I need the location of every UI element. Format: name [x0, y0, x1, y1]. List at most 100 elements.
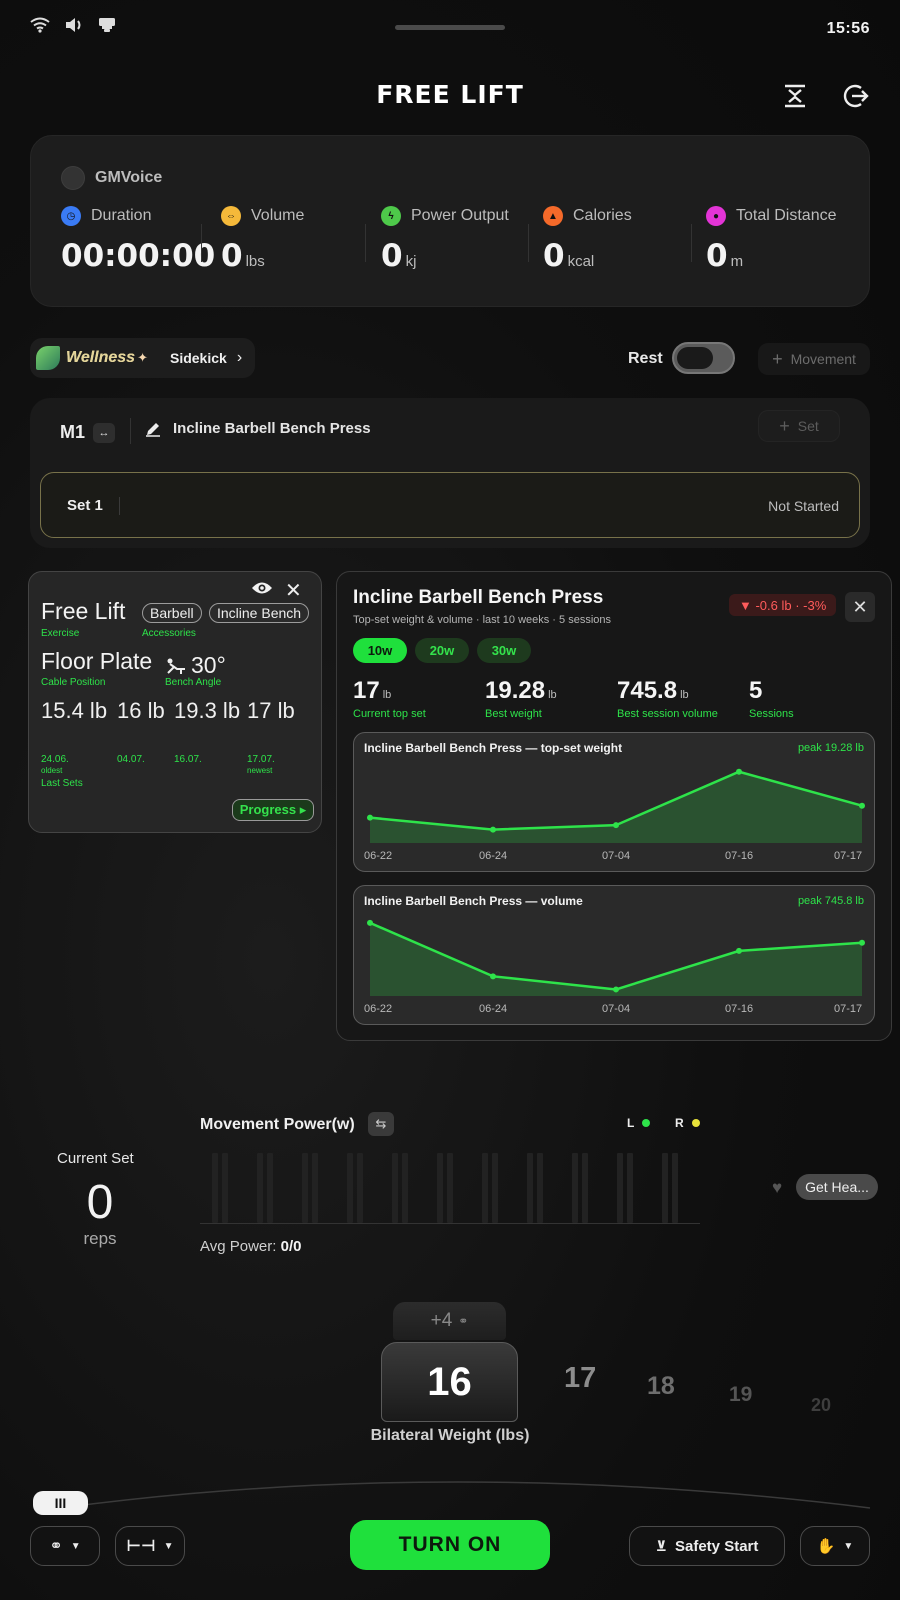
chart-area: [370, 771, 862, 843]
chart-point: [613, 822, 619, 829]
mode-dropdown[interactable]: ✋ ▼: [800, 1526, 870, 1566]
dumbbell-icon: ⊢⊣: [126, 1538, 156, 1555]
collapse-button[interactable]: [779, 80, 811, 112]
legend-left-label: L: [627, 1116, 635, 1130]
rest-toggle[interactable]: [672, 342, 735, 374]
chart-point: [490, 826, 496, 833]
power-bar: [627, 1153, 633, 1223]
accessory-chip[interactable]: Barbell: [142, 603, 202, 623]
swap-view-button[interactable]: ⇆: [368, 1112, 394, 1136]
drawer-handle[interactable]: III: [33, 1491, 88, 1515]
swap-arrows-icon[interactable]: ↔: [93, 422, 116, 443]
divider: [130, 418, 131, 444]
chart-peak: peak 745.8 lb: [797, 895, 864, 907]
stat-unit: kj: [405, 253, 417, 270]
power-bar: [492, 1153, 498, 1223]
range-tab-20w[interactable]: 20w: [415, 638, 469, 663]
kpi-value: 17: [353, 677, 380, 704]
stat-unit: kcal: [567, 253, 595, 270]
increment-label: +4: [430, 1310, 453, 1331]
turn-on-button[interactable]: TURN ON: [350, 1520, 550, 1570]
chart-point: [859, 939, 865, 946]
kpi-best-weight: 19.28 lb Best weight: [485, 677, 557, 720]
stat-volume: ⇔ Volume 0 lbs: [221, 206, 381, 274]
notification-icon: [99, 18, 115, 32]
wellness-sidekick-button[interactable]: Wellness ✦ Sidekick ›: [30, 338, 255, 378]
session-stats-card: GMVoice ◷ Duration 00:00:00 ⇔ Volume 0 lbs …: [30, 135, 870, 307]
x-tick-label: 06-22: [364, 850, 392, 862]
get-health-button[interactable]: Get Hea...: [796, 1174, 878, 1200]
top-handle[interactable]: [395, 25, 505, 30]
range-tab-30w[interactable]: 30w: [477, 638, 531, 663]
swap-icon: ⇆: [375, 1116, 387, 1131]
x-tick-label: 07-04: [602, 1003, 630, 1015]
plus-icon: +: [779, 415, 790, 436]
x-tick-label: 07-16: [725, 1003, 753, 1015]
accessory-chip[interactable]: Incline Bench: [209, 603, 310, 623]
volume-icon: [66, 18, 81, 32]
kpi-sessions: 5 Sessions: [749, 677, 794, 720]
increment-button[interactable]: +4 ⚭: [393, 1302, 506, 1340]
link-dropdown[interactable]: ⚭ ▼: [30, 1526, 100, 1566]
safety-start-button[interactable]: ⊻ Safety Start: [629, 1526, 785, 1566]
divider: [201, 224, 202, 262]
kpi-unit: lb: [548, 689, 557, 701]
legend-right: R: [675, 1116, 700, 1130]
divider: [691, 224, 692, 262]
power-bar: [672, 1153, 678, 1223]
set-status: Not Started: [768, 498, 839, 514]
stat-label: Volume: [251, 207, 305, 224]
dumbbell-icon: ⇔: [221, 206, 241, 226]
sidekick-label: Sidekick: [169, 350, 227, 366]
power-bar: [447, 1153, 453, 1223]
avg-power-label: Avg Power:: [200, 1238, 277, 1255]
kpi-label: Current top set: [353, 708, 426, 720]
hand-icon: ✋: [816, 1538, 836, 1555]
exercise-name[interactable]: Incline Barbell Bench Press: [145, 420, 371, 437]
divider: [119, 497, 120, 515]
weight-option[interactable]: 17: [564, 1362, 597, 1394]
exercise-history-panel: Incline Barbell Bench Press Top-set weig…: [336, 571, 892, 1041]
stat-power-output: ϟ Power Output 0 kj: [381, 206, 541, 274]
voice-assistant[interactable]: GMVoice: [61, 166, 162, 190]
add-set-button[interactable]: + Set: [758, 410, 840, 442]
kpi-label: Best weight: [485, 708, 542, 720]
exit-button[interactable]: [839, 80, 871, 112]
equipment-dropdown[interactable]: ⊢⊣ ▼: [115, 1526, 185, 1566]
selected-weight[interactable]: 16: [381, 1342, 518, 1422]
x-tick-label: 06-24: [479, 1003, 507, 1015]
link-icon: ⚭: [458, 1314, 469, 1328]
close-history-button[interactable]: ✕: [845, 592, 875, 622]
free-lift-panel: ✕ Free Lift Exercise Barbell Incline Ben…: [28, 571, 322, 833]
chart-area: [370, 922, 862, 996]
power-bar: [347, 1153, 353, 1223]
range-tab-10w[interactable]: 10w: [353, 638, 407, 663]
wellness-label: Wellness: [66, 349, 136, 366]
last-set-date: 24.06.: [41, 754, 69, 765]
voice-avatar-icon: [61, 166, 85, 190]
eye-icon[interactable]: [251, 580, 273, 601]
chart-point: [490, 973, 496, 980]
movement-id-label: M1: [60, 422, 86, 442]
weight-option[interactable]: 19: [729, 1383, 753, 1406]
lightning-icon: ϟ: [381, 206, 401, 226]
add-movement-button[interactable]: + Movement: [758, 343, 870, 375]
plus-icon: +: [772, 348, 783, 369]
history-subtitle: Top-set weight & volume · last 10 weeks …: [353, 614, 612, 626]
weight-option[interactable]: 18: [647, 1372, 675, 1400]
weight-option[interactable]: 20: [811, 1395, 832, 1415]
set-button-label: Set: [797, 418, 819, 434]
stat-value: 0: [381, 238, 403, 274]
set-row[interactable]: Set 1 Not Started: [40, 472, 860, 538]
page-title: FREE LIFT: [376, 80, 524, 109]
status-icons: [30, 17, 116, 33]
power-bar: [617, 1153, 623, 1223]
voice-label: GMVoice: [95, 169, 163, 186]
chevron-down-icon: ▼: [163, 1540, 174, 1552]
close-icon[interactable]: ✕: [285, 580, 302, 602]
kpi-unit: lb: [680, 689, 689, 701]
delta-badge: ▼ -0.6 lb · -3%: [729, 594, 837, 616]
last-set-date: 16.07.: [174, 754, 202, 765]
progress-button[interactable]: Progress ▸: [232, 799, 314, 821]
